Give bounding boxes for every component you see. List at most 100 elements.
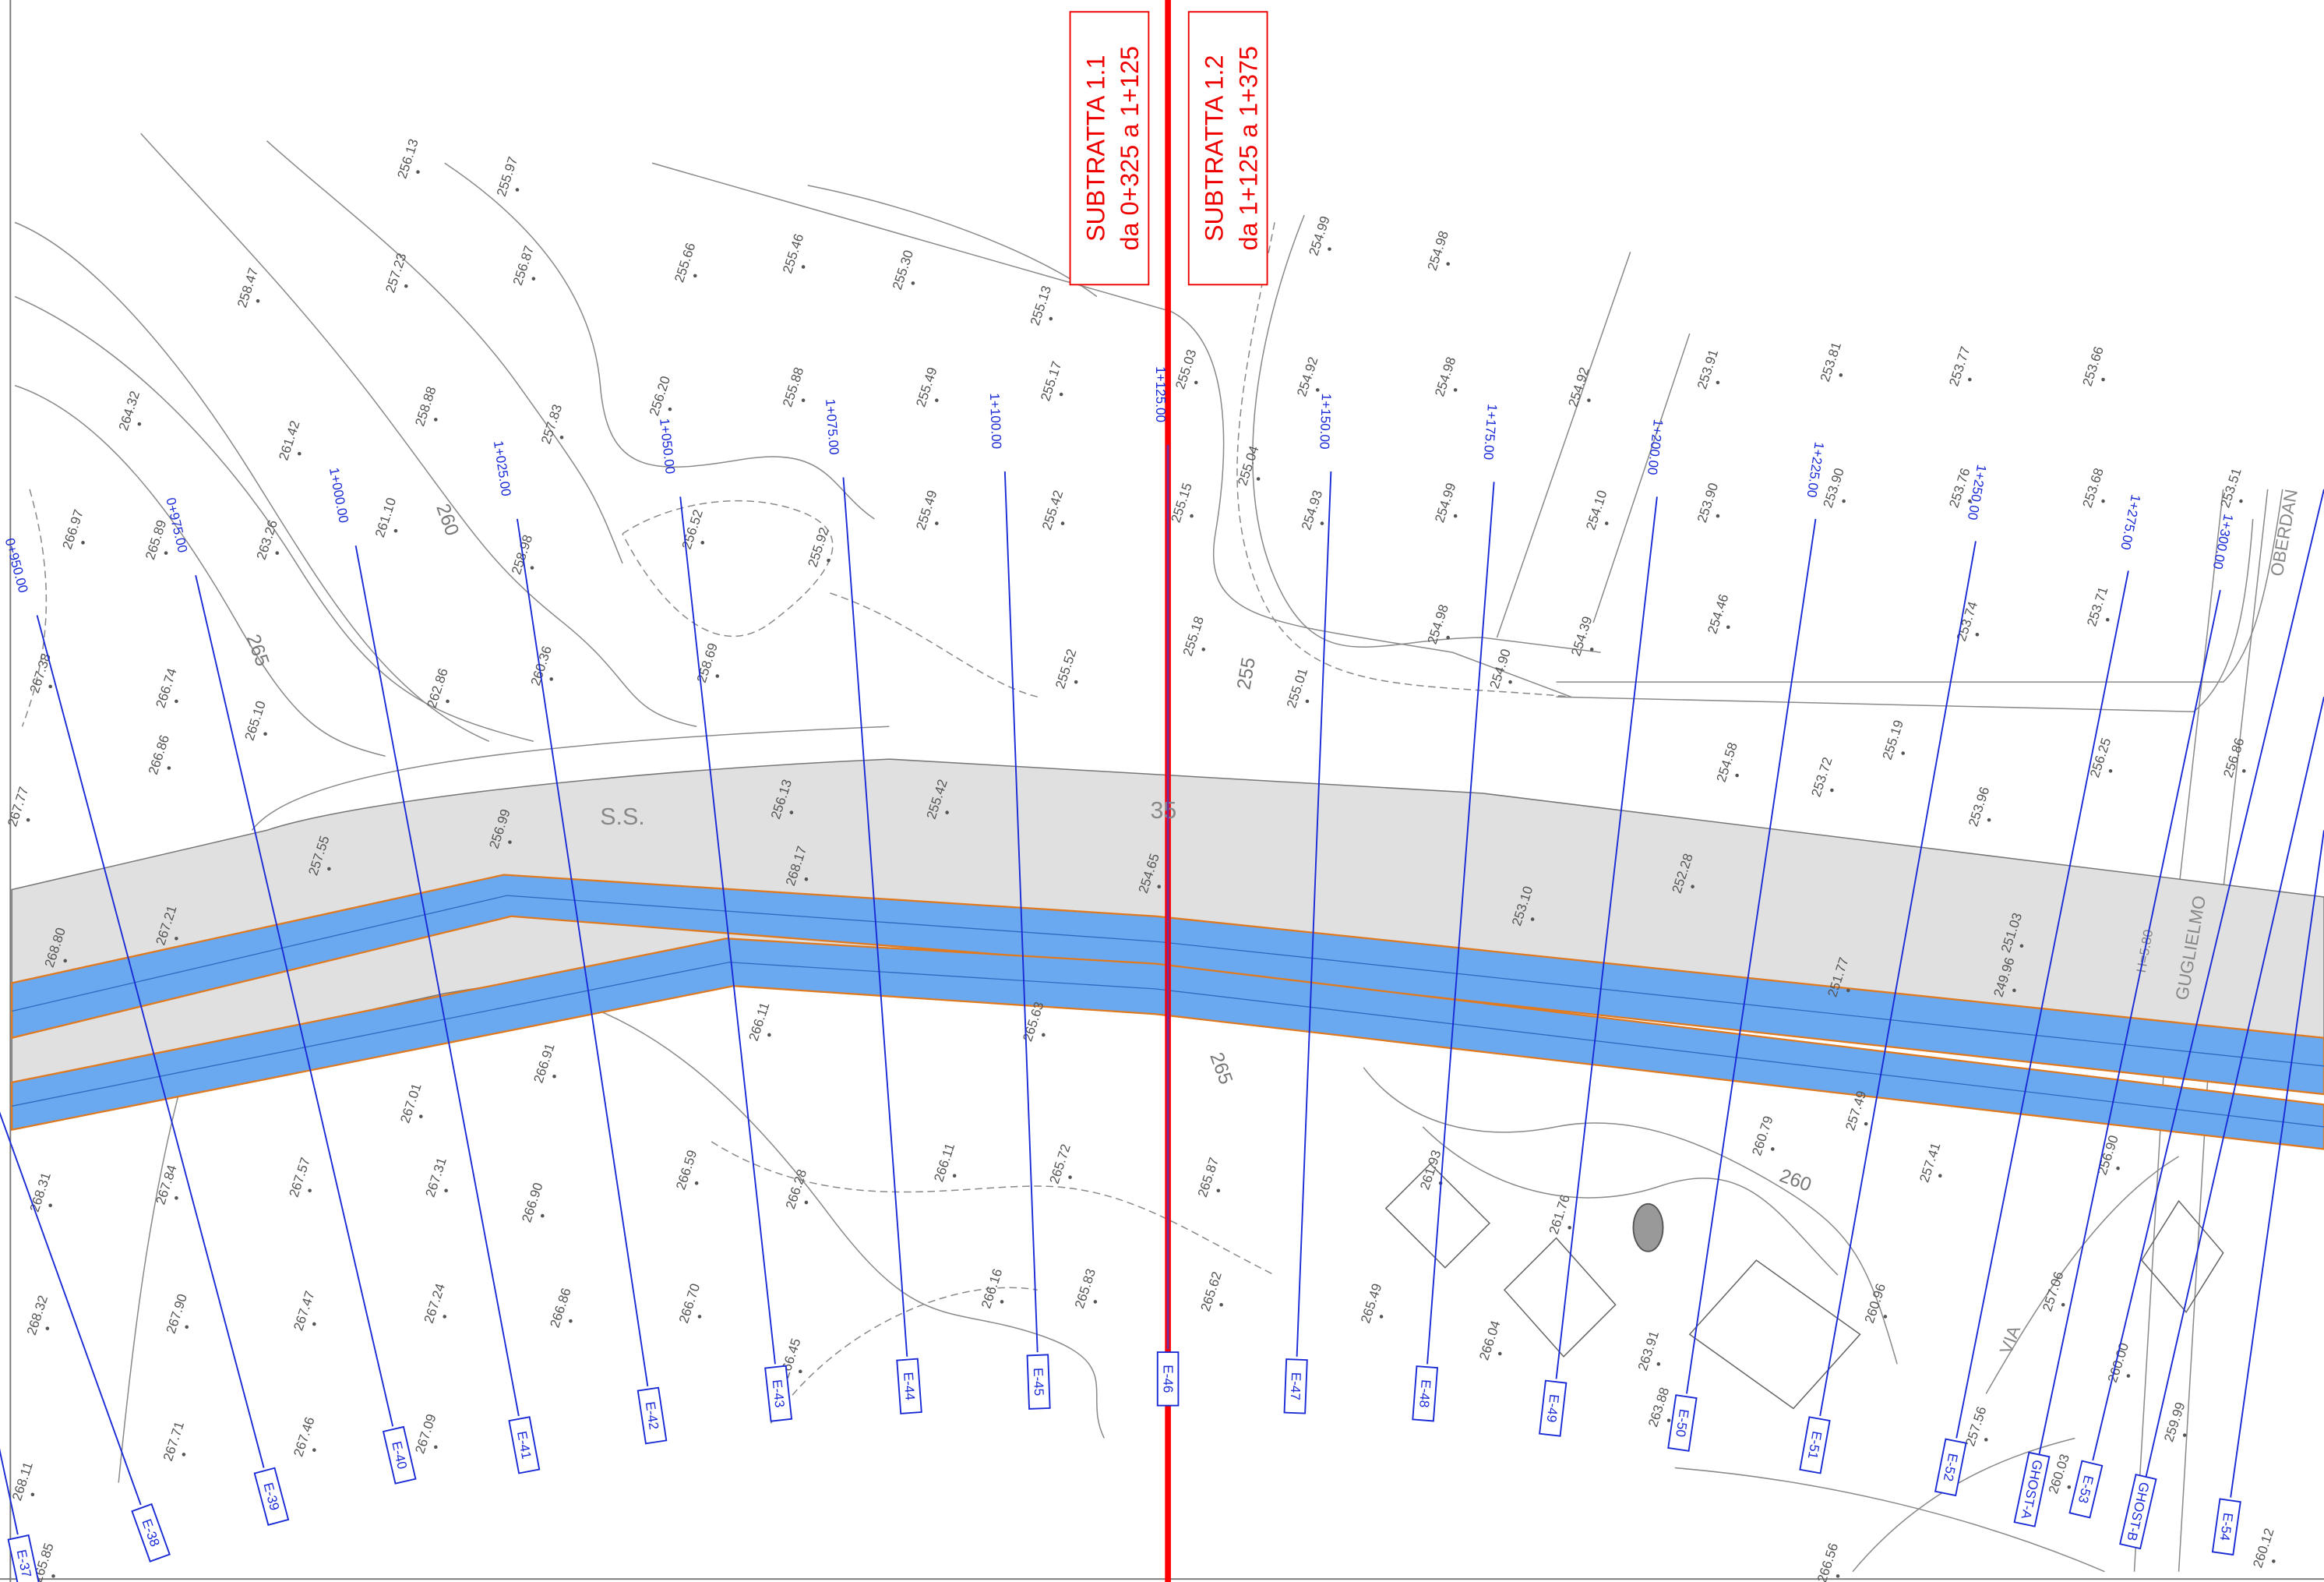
- section-line: [2092, 489, 2324, 1461]
- section-tag: E-43: [764, 1365, 793, 1422]
- section-label: E-46: [1160, 1365, 1175, 1393]
- spot-marker: [2061, 1302, 2065, 1307]
- spot-marker: [63, 959, 67, 963]
- section-tag: E-52: [1934, 1438, 1967, 1497]
- title-box: [1069, 11, 1150, 286]
- section-tag: E-54: [2211, 1498, 2241, 1556]
- street-label: 35: [1150, 797, 1176, 824]
- spot-marker: [767, 1033, 771, 1037]
- spot-marker: [1975, 633, 1980, 637]
- section-box: [1539, 1379, 1568, 1437]
- spot-marker: [1984, 1438, 1988, 1442]
- section-label: E-44: [901, 1372, 918, 1401]
- building: [2141, 1199, 2224, 1314]
- contour-line: [1556, 518, 2254, 712]
- section-box: [131, 1503, 171, 1563]
- title-box: [1187, 11, 1268, 286]
- spot-marker: [1987, 817, 1991, 822]
- contour-line: [1236, 222, 1571, 697]
- section-box: [1283, 1358, 1308, 1414]
- spot-marker: [1315, 388, 1320, 392]
- section-line: [517, 518, 649, 1387]
- spot-marker: [804, 1200, 809, 1205]
- building: [1384, 1163, 1491, 1269]
- spot-marker: [935, 398, 939, 402]
- spot-marker: [515, 188, 520, 192]
- section-line: [195, 574, 394, 1427]
- spot-marker: [275, 551, 280, 555]
- spot-marker: [434, 418, 438, 422]
- section-box: [1026, 1354, 1051, 1410]
- spot-marker: [2182, 1433, 2187, 1437]
- spot-marker: [2116, 1166, 2120, 1171]
- spot-marker: [1968, 499, 1972, 503]
- spot-marker: [531, 277, 536, 281]
- section-box: [2013, 1451, 2051, 1527]
- spot-marker: [1320, 521, 1324, 525]
- spot-marker: [48, 1203, 52, 1208]
- section-tag: E-50: [1667, 1394, 1698, 1452]
- spot-marker: [569, 1319, 573, 1323]
- contour-line: [266, 140, 623, 564]
- spot-marker: [1157, 885, 1161, 888]
- contour-line: [1852, 1437, 2075, 1573]
- section-tag: E-44: [896, 1358, 922, 1414]
- spot-marker: [312, 1448, 316, 1452]
- spot-marker: [1735, 773, 1739, 778]
- spot-marker: [167, 766, 171, 770]
- spot-marker: [45, 1326, 50, 1330]
- spot-marker: [694, 1181, 699, 1185]
- spot-marker: [530, 566, 534, 570]
- chainage-label: 1+150.00: [1317, 393, 1334, 450]
- spot-marker: [2239, 499, 2243, 503]
- spot-marker: [175, 1195, 178, 1200]
- spot-marker: [2241, 769, 2246, 773]
- contour-line: [651, 162, 1571, 697]
- contour-line: [1422, 1126, 1839, 1276]
- spot-marker: [1074, 680, 1078, 684]
- section-line: [354, 545, 520, 1417]
- section-tag: E-51: [1799, 1416, 1831, 1474]
- section-line: [1819, 541, 1977, 1417]
- section-tag: E-48: [1412, 1365, 1439, 1422]
- contour-line: [1363, 1067, 1898, 1365]
- contour-line: [14, 221, 490, 742]
- section-line: [1296, 471, 1332, 1357]
- spot-marker: [1219, 1302, 1223, 1307]
- contour-line: [444, 162, 875, 520]
- spot-marker: [1842, 499, 1846, 503]
- section-box: [1934, 1438, 1967, 1497]
- section-box: [508, 1416, 541, 1474]
- spot-marker: [2101, 499, 2105, 503]
- spot-marker: [404, 284, 408, 288]
- spot-marker: [1589, 648, 1594, 652]
- spot-marker: [1000, 1300, 1004, 1304]
- section-box: [1799, 1416, 1831, 1474]
- spot-marker: [1587, 398, 1591, 402]
- section-line: [1555, 496, 1658, 1379]
- section-tag: E-49: [1539, 1379, 1568, 1437]
- spot-marker: [952, 1174, 957, 1178]
- chainage-label: 1+100.00: [987, 393, 1004, 449]
- spot-marker: [1864, 1121, 1868, 1126]
- spot-marker: [175, 937, 178, 941]
- contour-line: [1592, 333, 1691, 623]
- section-tag: E-38: [131, 1503, 171, 1563]
- section-line: [1955, 570, 2129, 1439]
- buildings: [1384, 1163, 2224, 1410]
- section-line: [2230, 830, 2324, 1498]
- spot-marker: [801, 398, 806, 402]
- spot-marker: [416, 170, 420, 174]
- section-box: [1667, 1394, 1698, 1452]
- contour-line: [14, 295, 534, 743]
- spot-marker: [1830, 788, 1834, 793]
- spot-marker: [827, 558, 831, 563]
- section-box: [637, 1386, 668, 1445]
- section-box: [2068, 1460, 2104, 1519]
- spot-marker: [1716, 514, 1720, 518]
- spot-marker: [1216, 1188, 1221, 1193]
- spot-marker: [2272, 1559, 2276, 1563]
- spot-marker: [700, 541, 705, 545]
- spot-marker: [2012, 988, 2016, 993]
